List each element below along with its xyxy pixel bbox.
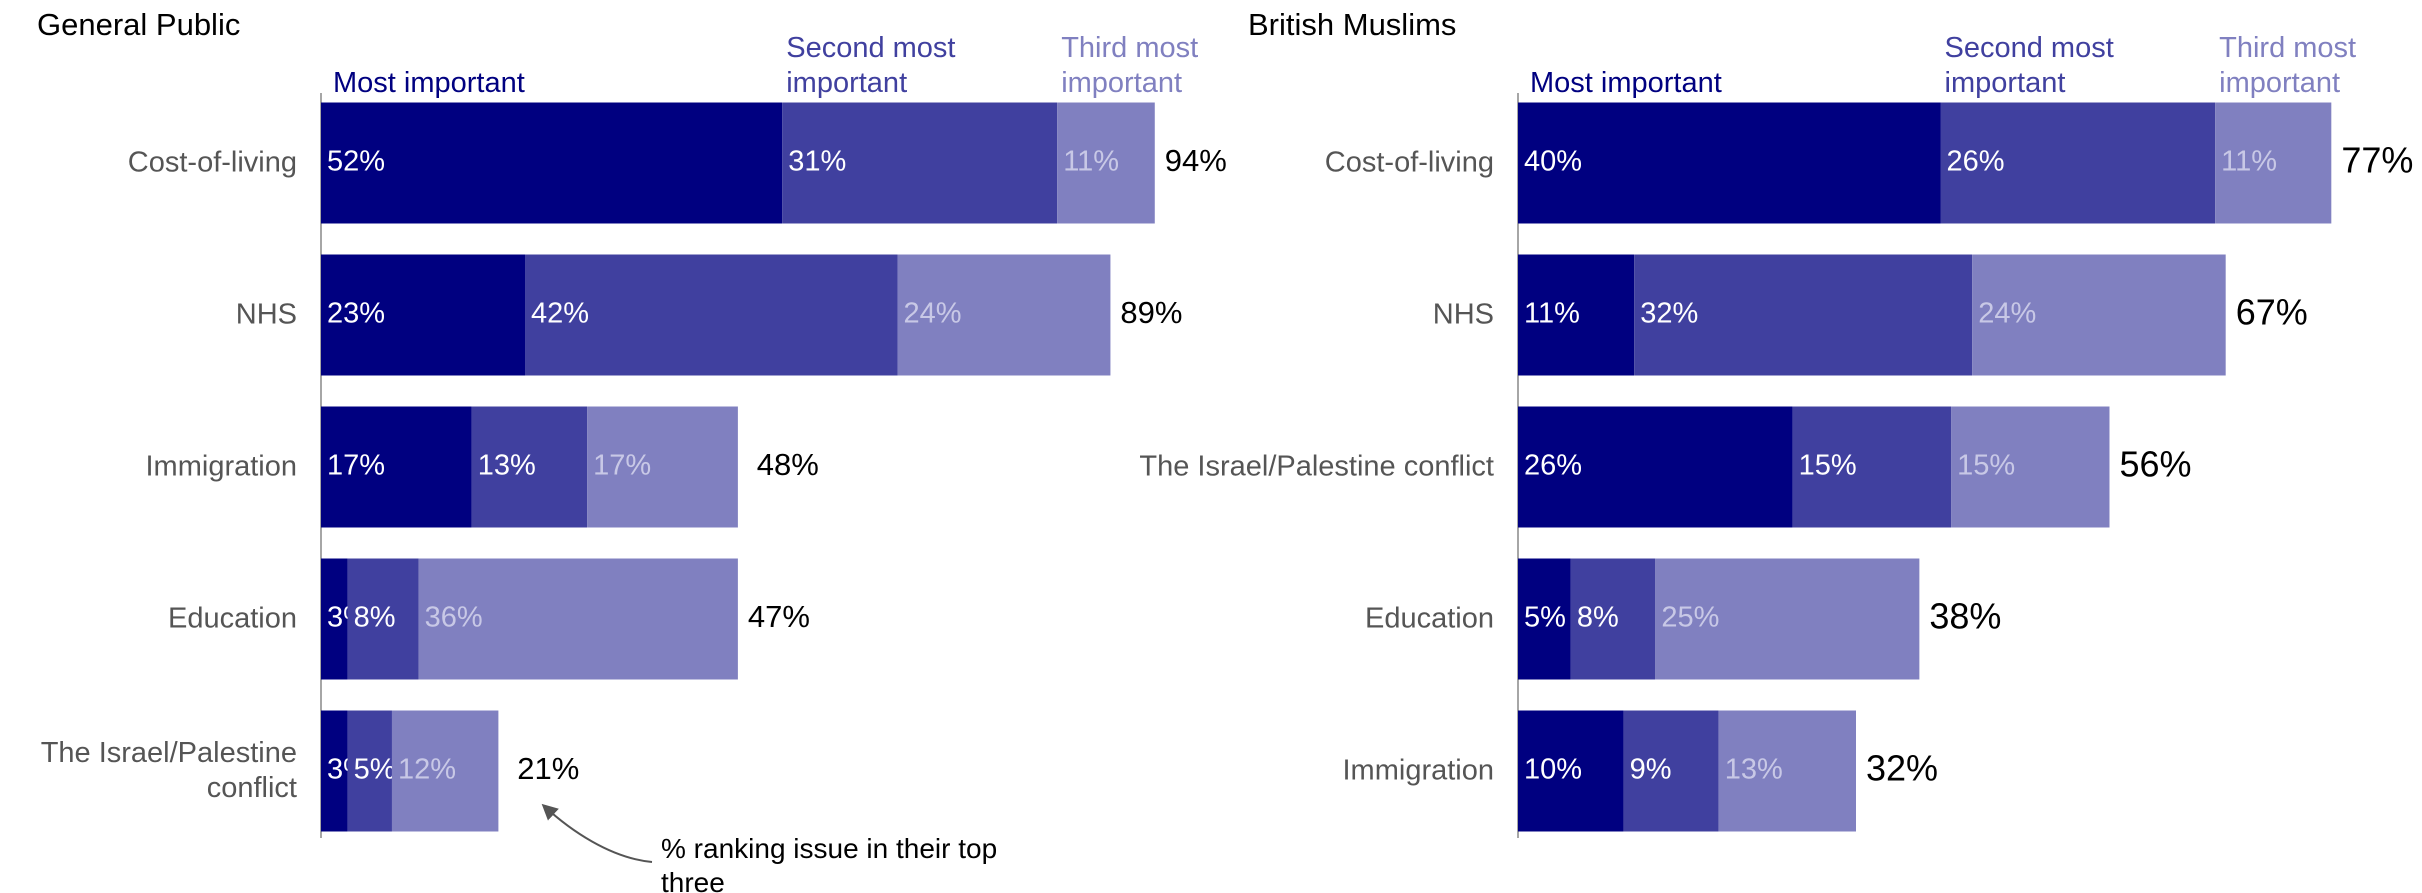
value-label: 5% xyxy=(1524,602,1566,634)
category-label: Education xyxy=(168,602,297,635)
category-label: The Israel/Palestine conflict xyxy=(1139,450,1494,483)
bar-segment xyxy=(1972,254,2226,376)
annotation-arrow xyxy=(541,803,653,863)
value-label: 10% xyxy=(1524,754,1582,786)
value-label: 5% xyxy=(354,754,396,786)
bar-segment xyxy=(321,558,348,680)
value-label: 24% xyxy=(904,298,962,330)
bar-segment xyxy=(587,406,738,528)
value-label: 32% xyxy=(1640,298,1698,330)
category-label: Cost-of-living xyxy=(127,146,297,179)
bar-segment xyxy=(1792,406,1952,528)
bar-segment xyxy=(347,558,419,680)
bar-segment xyxy=(1623,710,1719,832)
total-label: 32% xyxy=(1866,748,1938,789)
value-label: 8% xyxy=(354,602,396,634)
bar-segment xyxy=(1518,406,1793,528)
bar-segment xyxy=(321,102,783,224)
bar-segment xyxy=(897,254,1111,376)
bar-segment xyxy=(1570,558,1656,680)
chart-title: General Public xyxy=(37,7,241,42)
total-label: 89% xyxy=(1120,295,1182,330)
legend-entry: Most important xyxy=(333,66,525,99)
bar-segment xyxy=(2215,102,2332,224)
value-label: 15% xyxy=(1799,450,1857,482)
value-label: 8% xyxy=(1577,602,1619,634)
bar-segment xyxy=(782,102,1058,224)
bar-segment xyxy=(1518,558,1571,680)
value-label: 42% xyxy=(531,298,589,330)
legend-entry: Most important xyxy=(1530,66,1722,99)
bar-segment xyxy=(321,710,348,832)
bar-segment xyxy=(525,254,898,376)
category-label: NHS xyxy=(235,298,297,331)
value-label: 11% xyxy=(1524,298,1580,330)
category-label: NHS xyxy=(1432,298,1494,331)
value-label: 52% xyxy=(327,146,385,178)
bar-segment xyxy=(1718,710,1856,832)
bar-segment xyxy=(321,254,526,376)
bar-segment xyxy=(347,710,392,832)
value-label: 9% xyxy=(1630,754,1672,786)
bar-segment xyxy=(1518,102,1941,224)
value-label: 24% xyxy=(1978,298,2036,330)
value-label: 12% xyxy=(398,754,456,786)
bar-segment xyxy=(391,710,499,832)
chart-title: British Muslims xyxy=(1248,7,1457,42)
total-label: 94% xyxy=(1165,143,1227,178)
value-label: 40% xyxy=(1524,146,1582,178)
category-label: Cost-of-living xyxy=(1324,146,1494,179)
value-label: 11% xyxy=(2221,146,2277,178)
total-label: 77% xyxy=(2341,140,2413,181)
value-label: 17% xyxy=(327,450,385,482)
bar-segment xyxy=(1057,102,1155,224)
total-label: 67% xyxy=(2236,292,2308,333)
legend-entry: Second most important xyxy=(1944,31,2114,99)
value-label: 23% xyxy=(327,298,385,330)
total-label: 38% xyxy=(1929,596,2001,637)
bar-segment xyxy=(321,406,472,528)
value-label: 26% xyxy=(1524,450,1582,482)
bar-segment xyxy=(471,406,588,528)
category-label: Education xyxy=(1365,602,1494,635)
bar-segment xyxy=(418,558,738,680)
bar-segment xyxy=(1634,254,1973,376)
value-label: 13% xyxy=(1725,754,1783,786)
value-label: 17% xyxy=(593,450,651,482)
bar-segment xyxy=(1518,254,1635,376)
legend-entry: Third most important xyxy=(2219,31,2357,99)
total-label: 21% xyxy=(517,751,579,786)
value-label: 31% xyxy=(788,146,846,178)
value-label: 11% xyxy=(1063,146,1119,178)
annotation: % ranking issue in their top three xyxy=(661,833,998,893)
total-label: 56% xyxy=(2120,444,2192,485)
value-label: 26% xyxy=(1947,146,2005,178)
value-label: 36% xyxy=(425,602,483,634)
total-label: 47% xyxy=(748,599,810,634)
bar-segment xyxy=(1518,710,1624,832)
bar-segment xyxy=(1655,558,1920,680)
value-label: 15% xyxy=(1957,450,2015,482)
bar-segment xyxy=(1940,102,2216,224)
legend-entry: Second most important xyxy=(786,31,956,99)
legend-entry: Third most important xyxy=(1061,31,1199,99)
total-label: 48% xyxy=(757,447,819,482)
bar-segment xyxy=(1951,406,2110,528)
category-label: The Israel/Palestine conflict xyxy=(40,737,297,804)
category-label: Immigration xyxy=(1342,754,1495,787)
value-label: 13% xyxy=(478,450,536,482)
value-label: 25% xyxy=(1661,602,1719,634)
category-label: Immigration xyxy=(145,450,298,483)
